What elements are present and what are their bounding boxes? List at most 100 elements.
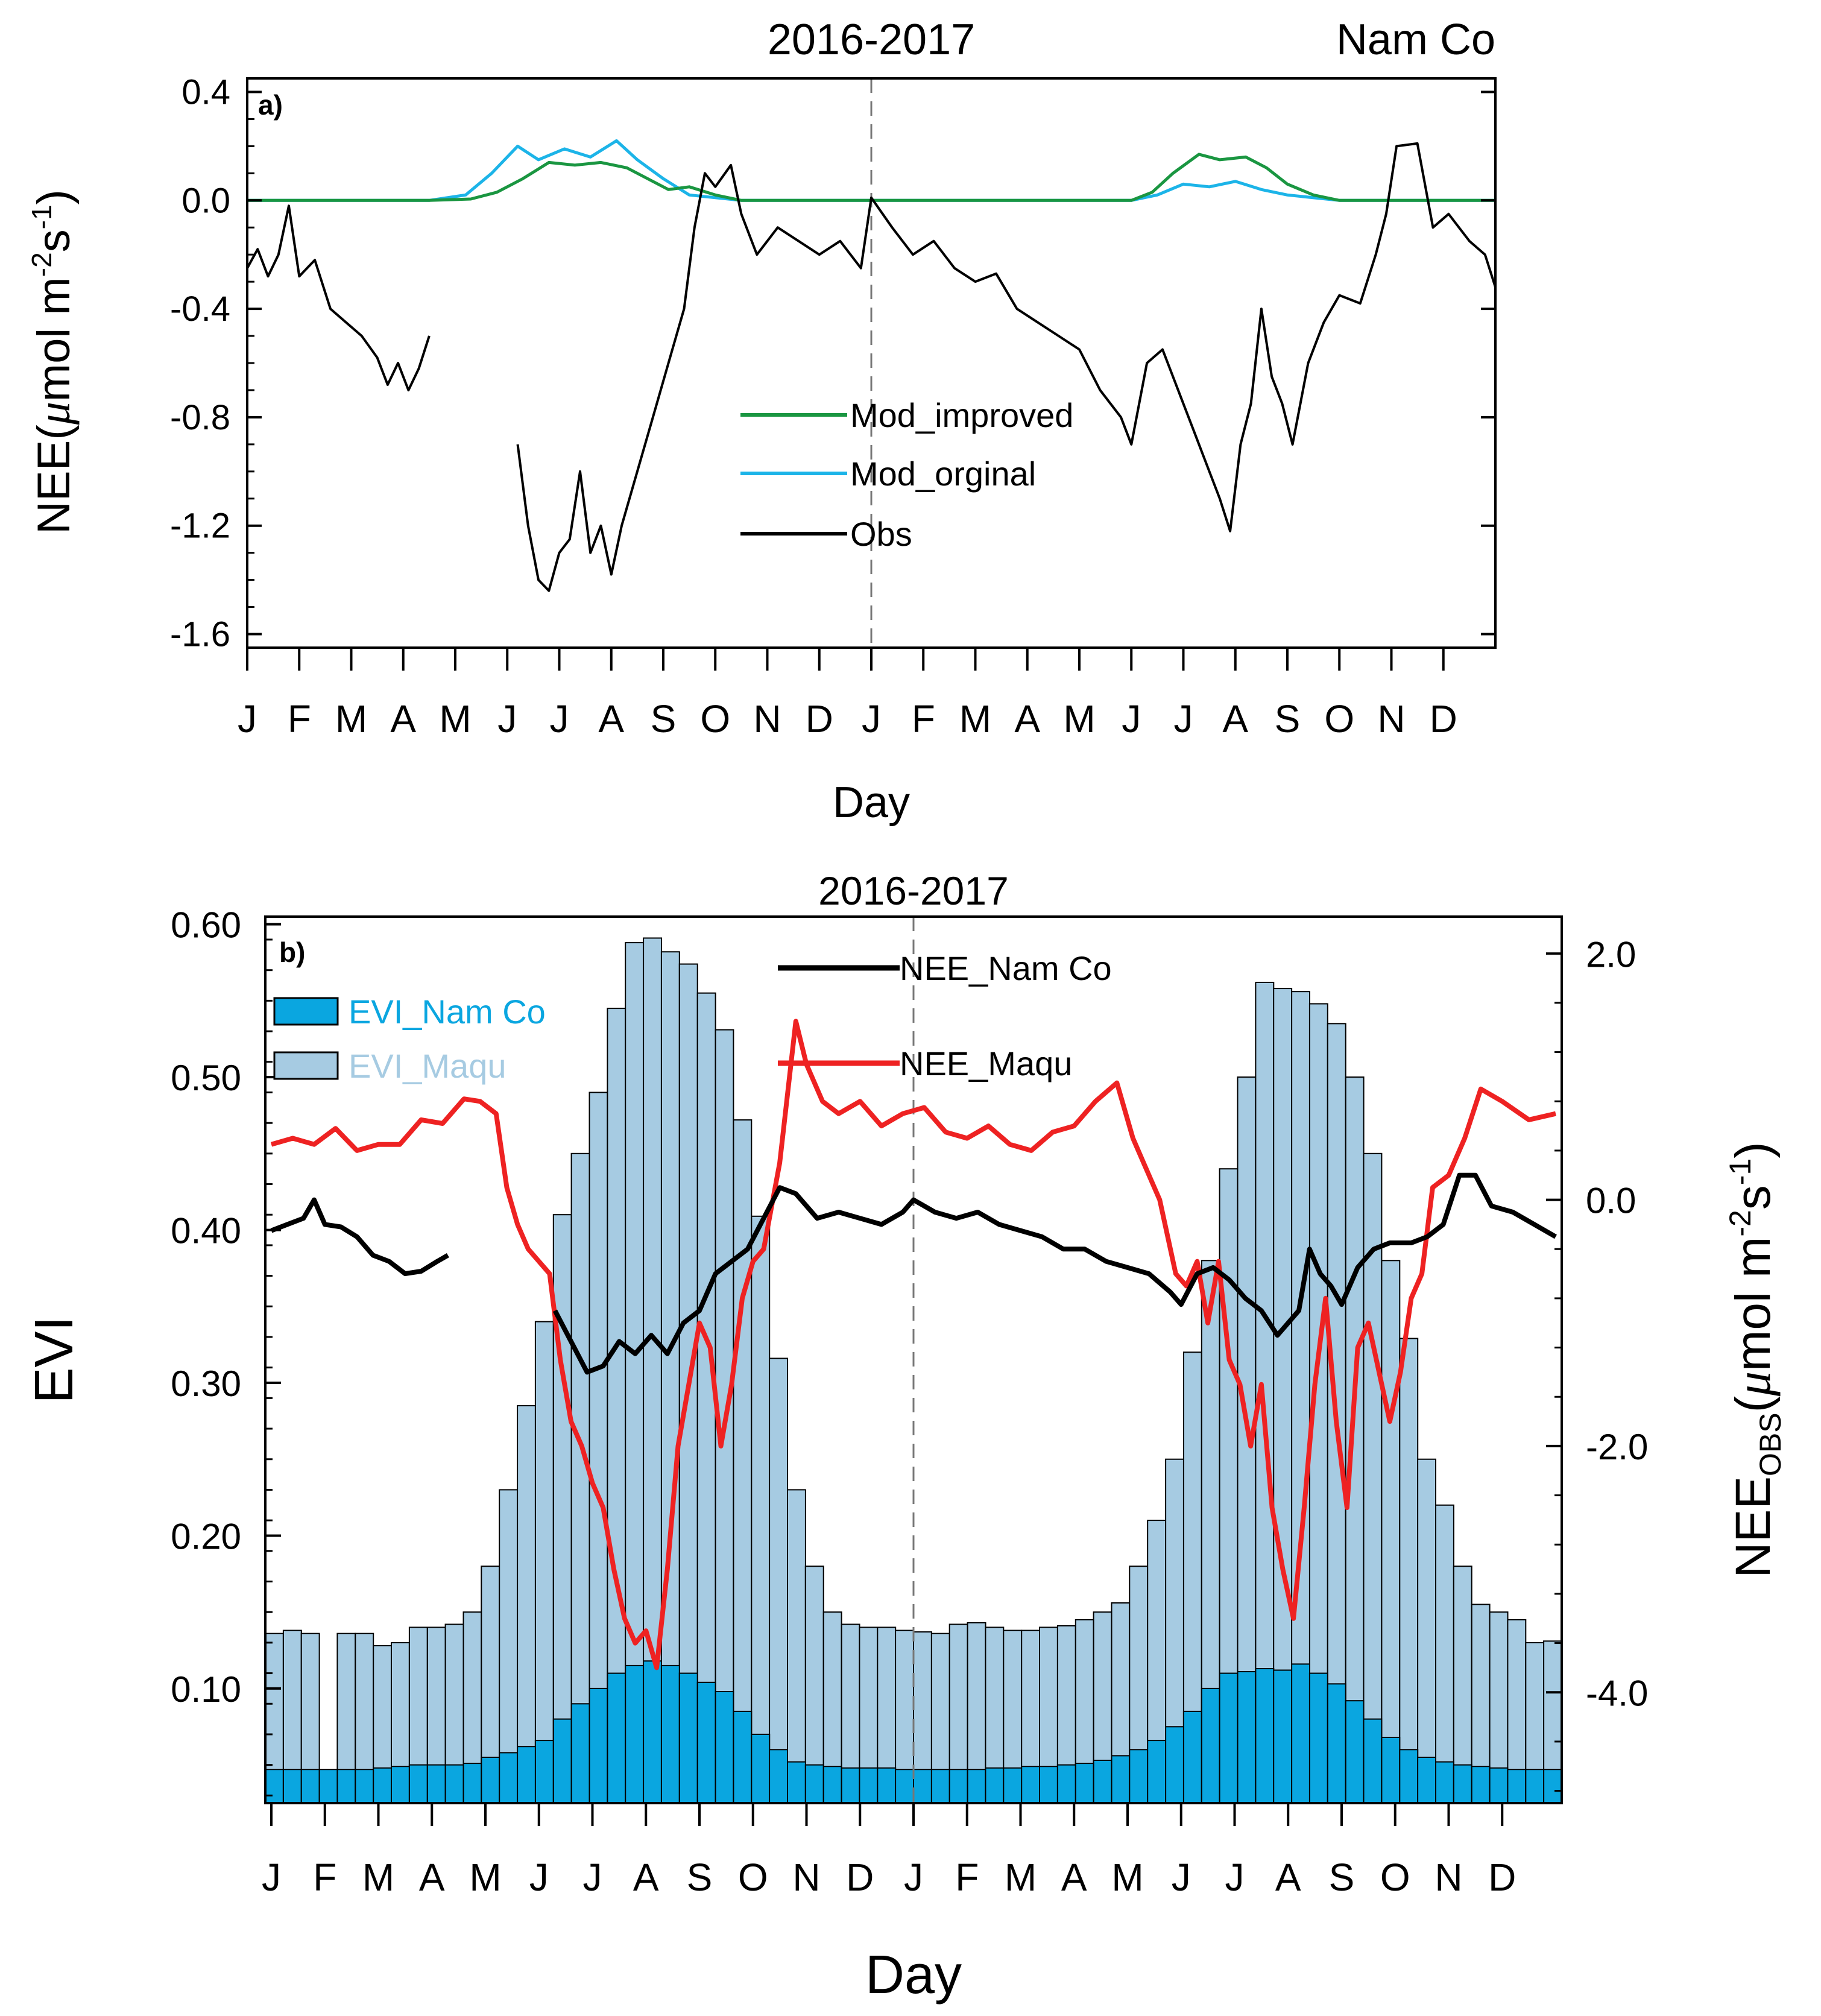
- bar-evi-namco: [1471, 1766, 1491, 1804]
- panel-a-x-tick-label: N: [753, 697, 781, 741]
- panel-a-y-label-mu: μ: [29, 402, 80, 425]
- panel-b-x-tick-label: D: [1488, 1856, 1516, 1899]
- bar-evi-namco: [678, 1672, 698, 1804]
- bar-evi-namco: [715, 1691, 734, 1804]
- panel-a-y-label-unit: mol m: [28, 277, 80, 402]
- bar-evi-namco: [841, 1767, 860, 1804]
- bar-evi-namco: [265, 1769, 284, 1804]
- bar-evi-namco: [1273, 1669, 1293, 1804]
- panel-a-y-label-exp-s: -1: [26, 204, 57, 229]
- bar-evi-namco: [1327, 1683, 1346, 1804]
- bar-evi-namco: [391, 1766, 410, 1804]
- panel-a-legend: Mod_improved Mod_orginal Obs: [740, 396, 1073, 553]
- panel-a-x-tick-label: J: [550, 697, 569, 741]
- panel-a-x-tick-label: S: [651, 697, 677, 741]
- panel-b-x-tick-label: F: [955, 1856, 979, 1899]
- panel-a-x-tick-label: S: [1275, 697, 1301, 741]
- panel-b-x-tick-label: O: [1380, 1856, 1410, 1899]
- panel-b-x-tick-label: A: [1061, 1856, 1087, 1899]
- bar-evi-maqu: [1417, 1458, 1437, 1804]
- bar-evi-maqu: [787, 1489, 806, 1804]
- panel-b-x-tick-label: J: [262, 1856, 281, 1899]
- bar-evi-namco: [822, 1766, 842, 1804]
- panel-a-x-tick-label: F: [912, 697, 935, 741]
- series-nee-maqu: [270, 1019, 1556, 1670]
- bar-evi-namco: [607, 1672, 626, 1804]
- bar-evi-maqu: [1381, 1260, 1401, 1804]
- bar-evi-namco: [1345, 1700, 1365, 1804]
- bar-evi-maqu: [607, 1008, 626, 1804]
- bar-evi-namco: [1129, 1749, 1149, 1804]
- bar-evi-namco: [355, 1769, 374, 1804]
- panel-a-site-label: Nam Co: [1336, 16, 1495, 64]
- bar-evi-namco: [1435, 1761, 1454, 1804]
- bar-evi-namco: [1489, 1767, 1509, 1804]
- panel-b-x-label: Day: [865, 1945, 962, 2005]
- bar-evi-namco: [1308, 1672, 1328, 1804]
- panel-b-right-y-tick-label: 0.0: [1586, 1181, 1636, 1221]
- panel-a-y-tick-label: -1.2: [170, 507, 230, 546]
- panel-a-x-tick-label: A: [1014, 697, 1040, 741]
- bar-evi-maqu: [733, 1119, 753, 1804]
- bar-evi-namco: [948, 1769, 968, 1804]
- bar-evi-namco: [1056, 1764, 1076, 1804]
- panel-b-y-right-exp-m: -2: [1723, 1210, 1757, 1236]
- bar-evi-namco: [481, 1757, 500, 1804]
- bar-evi-maqu: [517, 1405, 536, 1804]
- bar-evi-namco: [751, 1733, 771, 1804]
- panel-b-x-tick-label: M: [362, 1856, 394, 1899]
- panel-b-right-y-axis: 2.0 0.0 -2.0 -4.0: [1546, 934, 1648, 1792]
- panel-a-x-tick-label: M: [1063, 697, 1095, 741]
- bar-evi-namco: [444, 1764, 464, 1804]
- bar-evi-namco: [1003, 1767, 1023, 1804]
- bar-evi-namco: [318, 1769, 338, 1804]
- bar-evi-namco: [696, 1681, 716, 1804]
- legend-evi-maqu-swatch: [273, 1051, 339, 1080]
- bar-evi-namco: [913, 1769, 932, 1804]
- bar-evi-namco: [1255, 1668, 1275, 1804]
- bar-evi-maqu: [1435, 1504, 1454, 1804]
- bar-evi-namco: [787, 1761, 806, 1804]
- panel-b-x-tick-label: J: [529, 1856, 549, 1899]
- legend-improved-label: Mod_improved: [850, 396, 1073, 434]
- panel-b-x-tick-label: M: [1111, 1856, 1143, 1899]
- bar-evi-namco: [1417, 1757, 1437, 1804]
- bar-evi-namco: [1111, 1755, 1131, 1804]
- panel-a-x-tick-label: A: [390, 697, 416, 741]
- series-mod-original: [247, 139, 1495, 202]
- panel-b-y-right-sub: OBS: [1753, 1412, 1787, 1476]
- bar-evi-namco: [1039, 1766, 1058, 1804]
- panel-b-x-tick-label: S: [687, 1856, 713, 1899]
- bar-evi-maqu: [552, 1214, 572, 1804]
- panel-a-series-group: [246, 139, 1497, 592]
- panel-b-x-tick-label: A: [419, 1856, 445, 1899]
- bar-evi-namco: [1165, 1726, 1184, 1804]
- bar-evi-namco: [930, 1769, 950, 1804]
- panel-a-y-tick-label: 0.4: [181, 72, 230, 112]
- panel-a-title: 2016-2017: [768, 16, 975, 64]
- panel-b: 2016-2017 b) 0.60 0.50 0.40 0.30 0.20 0.10 2.…: [24, 868, 1787, 2005]
- bar-evi-maqu: [570, 1152, 590, 1804]
- panel-a-y-tick-label: 0.0: [181, 181, 230, 220]
- bar-evi-namco: [625, 1664, 645, 1804]
- panel-a: 2016-2017 Nam Co a) 0.4 0.0 -0.4 -0.8 -1.2 -1…: [26, 16, 1497, 827]
- bar-evi-maqu: [1345, 1076, 1365, 1804]
- panel-a-y-tick-label: -0.4: [170, 289, 230, 329]
- panel-a-x-tick-label: M: [959, 697, 991, 741]
- bar-evi-namco: [517, 1746, 536, 1804]
- panel-b-left-y-tick-label: 0.30: [171, 1363, 241, 1404]
- panel-b-x-tick-label: A: [1275, 1856, 1301, 1899]
- panel-b-x-tick-label: J: [583, 1856, 602, 1899]
- bar-evi-namco: [1093, 1760, 1112, 1804]
- panel-a-x-tick-label: J: [238, 697, 257, 741]
- panel-a-y-tick-label: -0.8: [170, 398, 230, 437]
- bar-evi-namco: [1507, 1769, 1527, 1804]
- panel-b-label: b): [279, 937, 305, 968]
- panel-a-x-tick-label: J: [862, 697, 881, 741]
- panel-b-left-y-tick-label: 0.50: [171, 1058, 241, 1098]
- legend-nee-namco-label: NEE_Nam Co: [900, 949, 1112, 987]
- panel-a-x-label: Day: [833, 779, 910, 827]
- series-obs: [516, 142, 1497, 592]
